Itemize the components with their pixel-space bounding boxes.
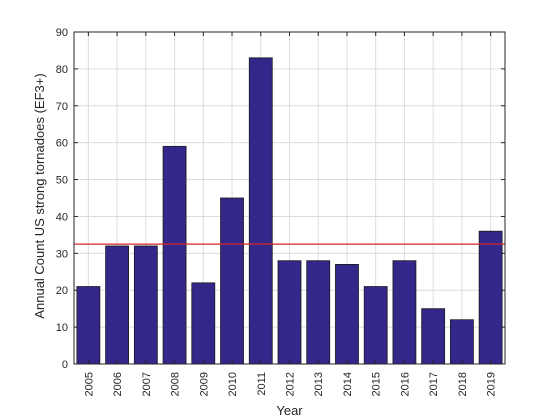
x-tick-label: 2015 — [371, 372, 383, 396]
x-tick-label: 2011 — [256, 372, 268, 396]
x-tick-label: 2006 — [112, 372, 124, 396]
bar-2005 — [76, 286, 101, 365]
bar-2006 — [105, 245, 129, 365]
bar-2017 — [421, 308, 446, 365]
bar-2019 — [478, 230, 503, 365]
bar-2015 — [363, 286, 388, 365]
x-tick-label: 2005 — [83, 372, 95, 396]
x-tick-label: 2013 — [313, 372, 325, 396]
x-tick-label: 2017 — [428, 372, 440, 396]
x-tick-label: 2008 — [170, 372, 182, 396]
bar-2013 — [306, 260, 331, 365]
bar-2007 — [133, 245, 158, 365]
bar-2018 — [450, 319, 474, 365]
y-tick-label: 40 — [56, 211, 68, 223]
y-tick-label: 30 — [56, 248, 68, 260]
bar-2012 — [277, 260, 302, 365]
x-tick-label: 2016 — [399, 372, 411, 396]
bar-2010 — [220, 197, 244, 365]
bar-2014 — [335, 263, 359, 365]
y-axis-title: Annual Count US strong tornadoes (EF3+) — [32, 73, 47, 318]
x-tick-label: 2007 — [141, 372, 153, 396]
x-tick-labels: 2005 2006 2007 2008 2009 2010 2011 2012 2013 2014… — [83, 372, 497, 396]
y-tick-label: 70 — [56, 101, 68, 113]
x-tick-label: 2018 — [457, 372, 469, 396]
y-tick-label: 60 — [56, 138, 68, 150]
x-tick-label: 2012 — [285, 372, 297, 396]
y-tick-label: 50 — [56, 175, 68, 187]
x-tick-label: 2010 — [227, 372, 239, 396]
bar-2011 — [248, 57, 273, 365]
y-tick-label: 20 — [56, 285, 68, 297]
x-tick-label: 2014 — [342, 372, 354, 396]
bar-2008 — [162, 145, 187, 365]
y-tick-label: 90 — [56, 27, 68, 39]
y-tick-label: 80 — [56, 64, 68, 76]
x-tick-label: 2019 — [486, 372, 498, 396]
bar-2009 — [191, 282, 216, 365]
y-tick-label: 0 — [62, 359, 68, 371]
tick-marks — [74, 31, 505, 365]
x-tick-label: 2009 — [198, 372, 210, 396]
y-tick-labels: 0 10 20 30 40 50 60 70 80 90 — [56, 27, 68, 371]
bar-2016 — [392, 260, 417, 365]
bars — [76, 57, 503, 365]
x-axis-title: Year — [276, 403, 303, 418]
y-tick-label: 10 — [56, 322, 68, 334]
